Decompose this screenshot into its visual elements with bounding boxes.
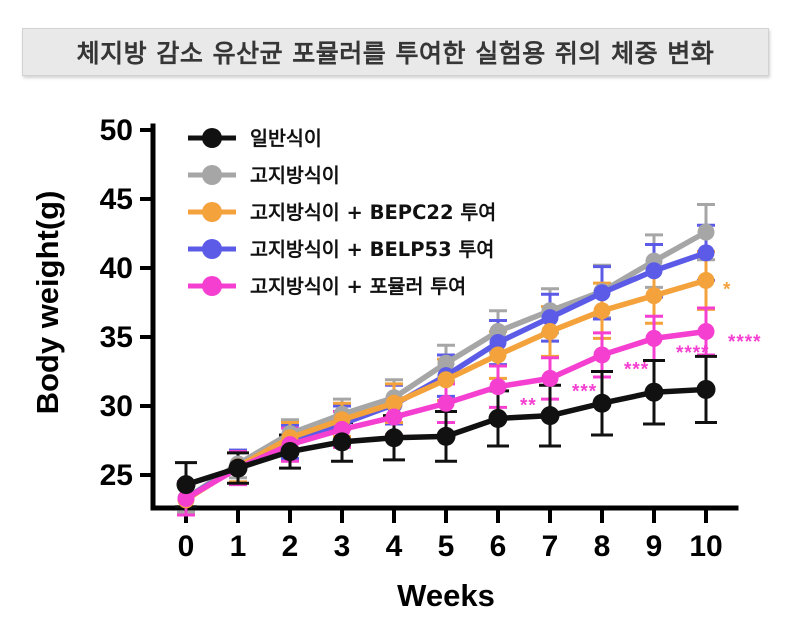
data-point-marker [489, 334, 507, 352]
data-point-marker [697, 322, 715, 340]
x-axis-title: Weeks [397, 578, 495, 613]
data-point-marker [541, 309, 559, 327]
x-tick-label: 8 [594, 530, 611, 563]
data-point-marker [437, 371, 455, 389]
y-axis-title: Body weight(g) [30, 191, 65, 415]
data-point-marker [593, 346, 611, 364]
data-point-marker [489, 378, 507, 396]
x-tick-label: 10 [689, 530, 722, 563]
page-title: 체지방 감소 유산균 포뮬러를 투여한 실험용 쥐의 체중 변화 [76, 39, 715, 68]
significance-annotation: **** [676, 343, 710, 364]
y-tick-label: 50 [100, 114, 133, 147]
significance-annotation: * [723, 280, 731, 301]
data-point-marker [592, 393, 612, 413]
data-point-marker [593, 284, 611, 302]
x-tick-label: 9 [646, 530, 663, 563]
legend-item[interactable]: 고지방식이 + BEPC22 투여 [188, 201, 496, 224]
legend-item[interactable]: 고지방식이 + 포뮬러 투여 [188, 275, 466, 298]
data-point-marker [540, 406, 560, 426]
data-point-marker [332, 432, 352, 452]
data-point-marker [384, 428, 404, 448]
legend-item-label: 일반식이 [250, 127, 322, 150]
legend-item-label: 고지방식이 + 포뮬러 투여 [250, 275, 466, 298]
y-tick-label: 40 [100, 252, 133, 285]
legend-swatch-marker [202, 202, 222, 222]
significance-annotation: *** [624, 360, 649, 381]
y-tick-label: 45 [100, 183, 133, 216]
x-tick-label: 3 [334, 530, 351, 563]
legend-item[interactable]: 일반식이 [188, 127, 322, 150]
x-tick-label: 5 [438, 530, 455, 563]
data-point-marker [177, 489, 195, 507]
legend-item[interactable]: 고지방식이 + BELP53 투여 [188, 238, 494, 261]
data-point-marker [541, 369, 559, 387]
data-point-marker [228, 458, 248, 478]
y-tick-label: 25 [100, 459, 133, 492]
significance-annotation: *** [572, 382, 597, 403]
data-point-marker [697, 271, 715, 289]
data-point-marker [645, 329, 663, 347]
legend-swatch-marker [202, 276, 222, 296]
legend-item[interactable]: 고지방식이 [188, 164, 340, 187]
significance-annotation: ** [520, 396, 537, 417]
data-point-marker [593, 302, 611, 320]
legend-item-label: 고지방식이 + BELP53 투여 [250, 238, 494, 261]
legend-swatch-marker [202, 239, 222, 259]
data-point-marker [645, 287, 663, 305]
data-point-marker [176, 475, 196, 495]
data-point-marker [436, 426, 456, 446]
data-point-marker [385, 394, 403, 412]
legend-swatch-marker [202, 165, 222, 185]
data-point-marker [437, 394, 455, 412]
y-tick-label: 35 [100, 321, 133, 354]
x-tick-label: 6 [490, 530, 507, 563]
data-point-marker [697, 223, 715, 241]
legend-item-label: 고지방식이 + BEPC22 투여 [250, 201, 496, 224]
title-banner: 체지방 감소 유산균 포뮬러를 투여한 실험용 쥐의 체중 변화 [22, 28, 769, 76]
x-tick-label: 7 [542, 530, 559, 563]
legend-swatch-marker [202, 128, 222, 148]
axis-spines [150, 123, 739, 511]
x-tick-label: 0 [178, 530, 195, 563]
body-weight-line-chart: 25 30 35 40 45 50 0 1 2 3 4 5 6 7 8 9 10 Weeks Body weight… [0, 96, 800, 633]
data-point-marker [645, 262, 663, 280]
data-point-marker [541, 322, 559, 340]
x-tick-label: 4 [386, 530, 403, 563]
data-point-marker [697, 244, 715, 262]
legend-item-label: 고지방식이 [250, 164, 340, 187]
x-tick-label: 2 [282, 530, 299, 563]
data-point-marker [489, 346, 507, 364]
data-point-marker [644, 382, 664, 402]
significance-annotation: **** [728, 332, 762, 353]
x-tick-label: 1 [230, 530, 247, 563]
data-point-marker [385, 408, 403, 426]
data-point-marker [280, 442, 300, 462]
data-point-marker [696, 379, 716, 399]
data-point-marker [437, 354, 455, 372]
data-point-marker [488, 408, 508, 428]
y-tick-label: 30 [100, 390, 133, 423]
